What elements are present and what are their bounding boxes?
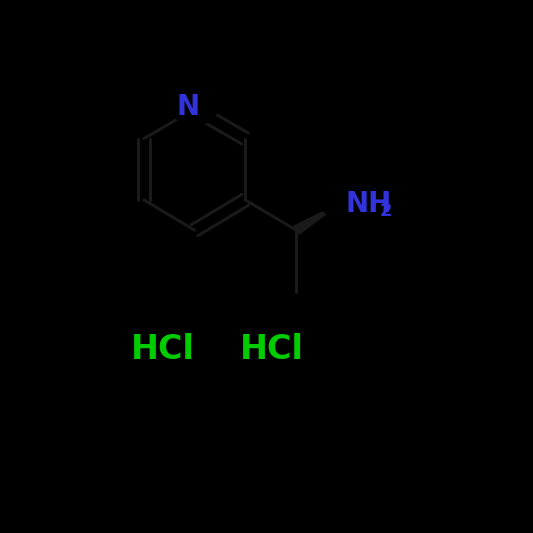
Text: HCl: HCl — [240, 333, 304, 366]
Text: N: N — [176, 93, 199, 120]
Text: 2: 2 — [380, 202, 392, 220]
Text: HCl: HCl — [131, 333, 195, 366]
Ellipse shape — [172, 93, 217, 125]
Ellipse shape — [319, 188, 399, 220]
Text: NH: NH — [345, 190, 392, 217]
Polygon shape — [294, 203, 341, 235]
